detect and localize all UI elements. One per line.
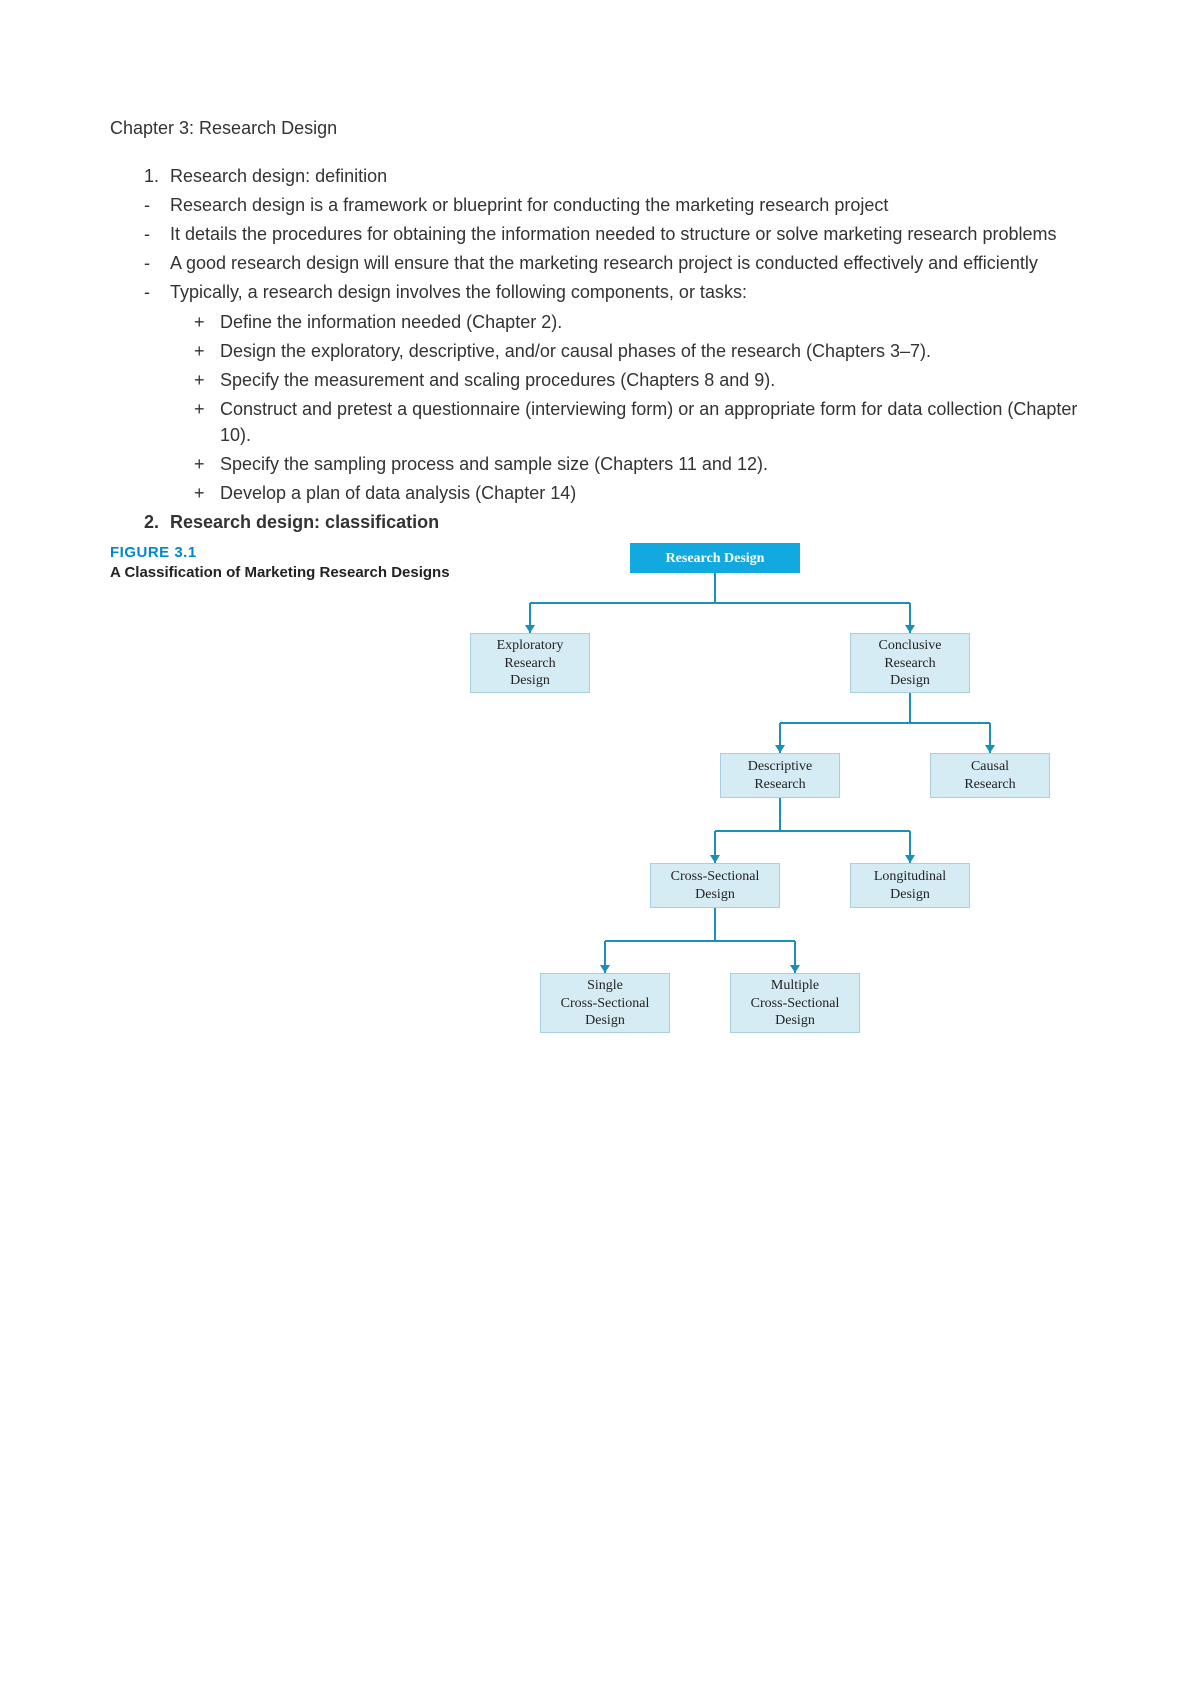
tree-diagram: Research Design Exploratory Research Desi… [310,543,1070,1063]
node-cross: Cross-Sectional Design [650,863,780,908]
sub-item: +Specify the measurement and scaling pro… [194,367,1090,393]
node-multiple: Multiple Cross-Sectional Design [730,973,860,1033]
sub-marker: + [194,451,220,477]
sub-text: Design the exploratory, descriptive, and… [220,338,931,364]
list-text: Research design is a framework or bluepr… [170,192,888,218]
list-marker: - [144,192,170,218]
sub-marker: + [194,480,220,506]
sub-list: +Define the information needed (Chapter … [194,309,1090,507]
sub-item: +Specify the sampling process and sample… [194,451,1090,477]
chapter-title: Chapter 3: Research Design [110,115,1090,141]
connector [909,693,911,723]
connector [714,573,716,603]
connector [780,722,990,724]
sub-marker: + [194,309,220,335]
connector [605,940,795,942]
list-text: It details the procedures for obtaining … [170,221,1056,247]
node-exploratory: Exploratory Research Design [470,633,590,693]
content-list: 1. Research design: definition - Researc… [144,163,1090,305]
sub-item: +Define the information needed (Chapter … [194,309,1090,335]
content-list-2: 2. Research design: classification [144,509,1090,535]
arrow-icon [790,965,800,973]
connector [530,602,910,604]
list-item-1: 1. Research design: definition [144,163,1090,189]
sub-marker: + [194,367,220,393]
arrow-icon [905,855,915,863]
list-item-2: 2. Research design: classification [144,509,1090,535]
list-marker: - [144,279,170,305]
sub-text: Define the information needed (Chapter 2… [220,309,562,335]
list-text: Research design: classification [170,509,439,535]
connector [779,798,781,831]
figure-3-1: FIGURE 3.1 A Classification of Marketing… [110,543,1090,1083]
sub-text: Construct and pretest a questionnaire (i… [220,396,1090,448]
list-marker: 2. [144,509,170,535]
list-marker: - [144,221,170,247]
sub-item: +Construct and pretest a questionnaire (… [194,396,1090,448]
arrow-icon [710,855,720,863]
list-item-dash: - Research design is a framework or blue… [144,192,1090,218]
node-causal: Causal Research [930,753,1050,798]
list-text: A good research design will ensure that … [170,250,1038,276]
arrow-icon [525,625,535,633]
node-descriptive: Descriptive Research [720,753,840,798]
list-item-dash: - A good research design will ensure tha… [144,250,1090,276]
list-item-dash: - Typically, a research design involves … [144,279,1090,305]
sub-text: Specify the measurement and scaling proc… [220,367,775,393]
sub-text: Specify the sampling process and sample … [220,451,768,477]
sub-marker: + [194,396,220,448]
connector [715,830,910,832]
node-single: Single Cross-Sectional Design [540,973,670,1033]
sub-item: +Develop a plan of data analysis (Chapte… [194,480,1090,506]
node-longit: Longitudinal Design [850,863,970,908]
node-root: Research Design [630,543,800,573]
arrow-icon [905,625,915,633]
list-text: Research design: definition [170,163,387,189]
sub-marker: + [194,338,220,364]
arrow-icon [600,965,610,973]
connector [714,908,716,941]
arrow-icon [775,745,785,753]
list-item-dash: - It details the procedures for obtainin… [144,221,1090,247]
list-marker: - [144,250,170,276]
list-text: Typically, a research design involves th… [170,279,747,305]
sub-item: +Design the exploratory, descriptive, an… [194,338,1090,364]
list-marker: 1. [144,163,170,189]
sub-text: Develop a plan of data analysis (Chapter… [220,480,576,506]
node-conclusive: Conclusive Research Design [850,633,970,693]
arrow-icon [985,745,995,753]
